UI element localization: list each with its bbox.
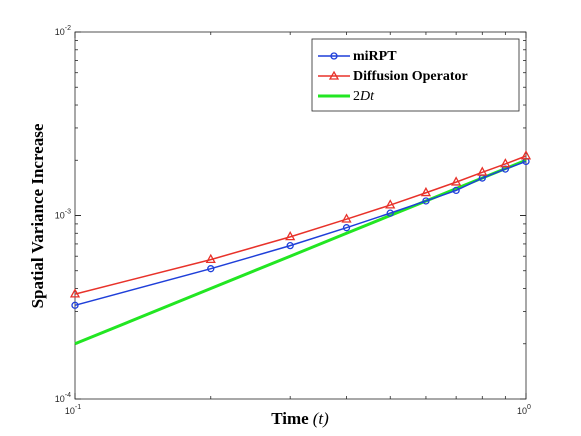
x-axis-label: Time (t) — [271, 409, 329, 428]
x-tick-label: 100 — [517, 404, 531, 416]
data-point-mirpt — [342, 224, 351, 232]
data-point-diffusion-operator — [285, 230, 296, 241]
y-tick-label-exponent: -4 — [65, 392, 71, 399]
legend-marker-mirpt — [330, 52, 338, 60]
x-tick-label-base: 10 — [65, 406, 75, 416]
data-point-diffusion-operator — [385, 199, 396, 209]
y-tick-label: 10-4 — [55, 392, 71, 404]
series-line-1 — [74, 155, 527, 295]
legend-label-mirpt: miRPT — [353, 49, 397, 64]
tick-marks — [74, 31, 527, 400]
data-point-diffusion-operator — [477, 166, 488, 176]
y-tick-label: 10-2 — [55, 25, 71, 37]
series-line-0 — [74, 160, 527, 307]
legend-label-2dt-coefficient: 2 — [353, 89, 360, 104]
data-point-diffusion-operator — [420, 186, 432, 197]
x-tick-label: 10-1 — [65, 404, 81, 416]
y-tick-label-base: 10 — [55, 27, 65, 37]
data-point-mirpt — [286, 242, 294, 250]
legend-label-2dt: 2Dt — [353, 89, 375, 104]
y-tick-label-base: 10 — [55, 394, 65, 404]
series-group — [69, 150, 532, 346]
data-point-diffusion-operator — [520, 150, 532, 160]
x-tick-label-exponent: 0 — [527, 404, 531, 411]
x-tick-label-base: 10 — [517, 406, 527, 416]
data-point-mirpt — [386, 209, 394, 217]
data-point-mirpt — [71, 301, 79, 309]
data-point-mirpt — [422, 197, 430, 205]
data-point-diffusion-operator — [341, 213, 352, 223]
y-tick-label: 10-3 — [55, 209, 71, 221]
legend-label-2dt-symbol: Dt — [359, 89, 375, 104]
y-tick-label-exponent: -3 — [65, 209, 71, 216]
data-point-mirpt — [452, 186, 460, 195]
legend-label-diffusion-operator: Diffusion Operator — [353, 69, 468, 84]
data-point-diffusion-operator — [205, 253, 216, 264]
legend: miRPT Diffusion Operator 2Dt — [311, 38, 520, 112]
y-tick-label-exponent: -2 — [65, 25, 71, 32]
y-axis-label: Spatial Variance Increase — [28, 123, 47, 308]
data-point-mirpt — [207, 265, 215, 273]
y-tick-label-base: 10 — [55, 211, 65, 221]
x-axis-label-symbol: (t) — [313, 409, 329, 428]
data-point-diffusion-operator — [451, 176, 462, 186]
x-tick-label-exponent: -1 — [75, 404, 81, 411]
legend-marker-diffusion-operator — [328, 70, 340, 80]
data-point-diffusion-operator — [500, 158, 511, 168]
data-point-diffusion-operator — [69, 288, 81, 298]
legend-box — [311, 38, 520, 112]
x-axis-label-main: Time — [271, 409, 309, 428]
